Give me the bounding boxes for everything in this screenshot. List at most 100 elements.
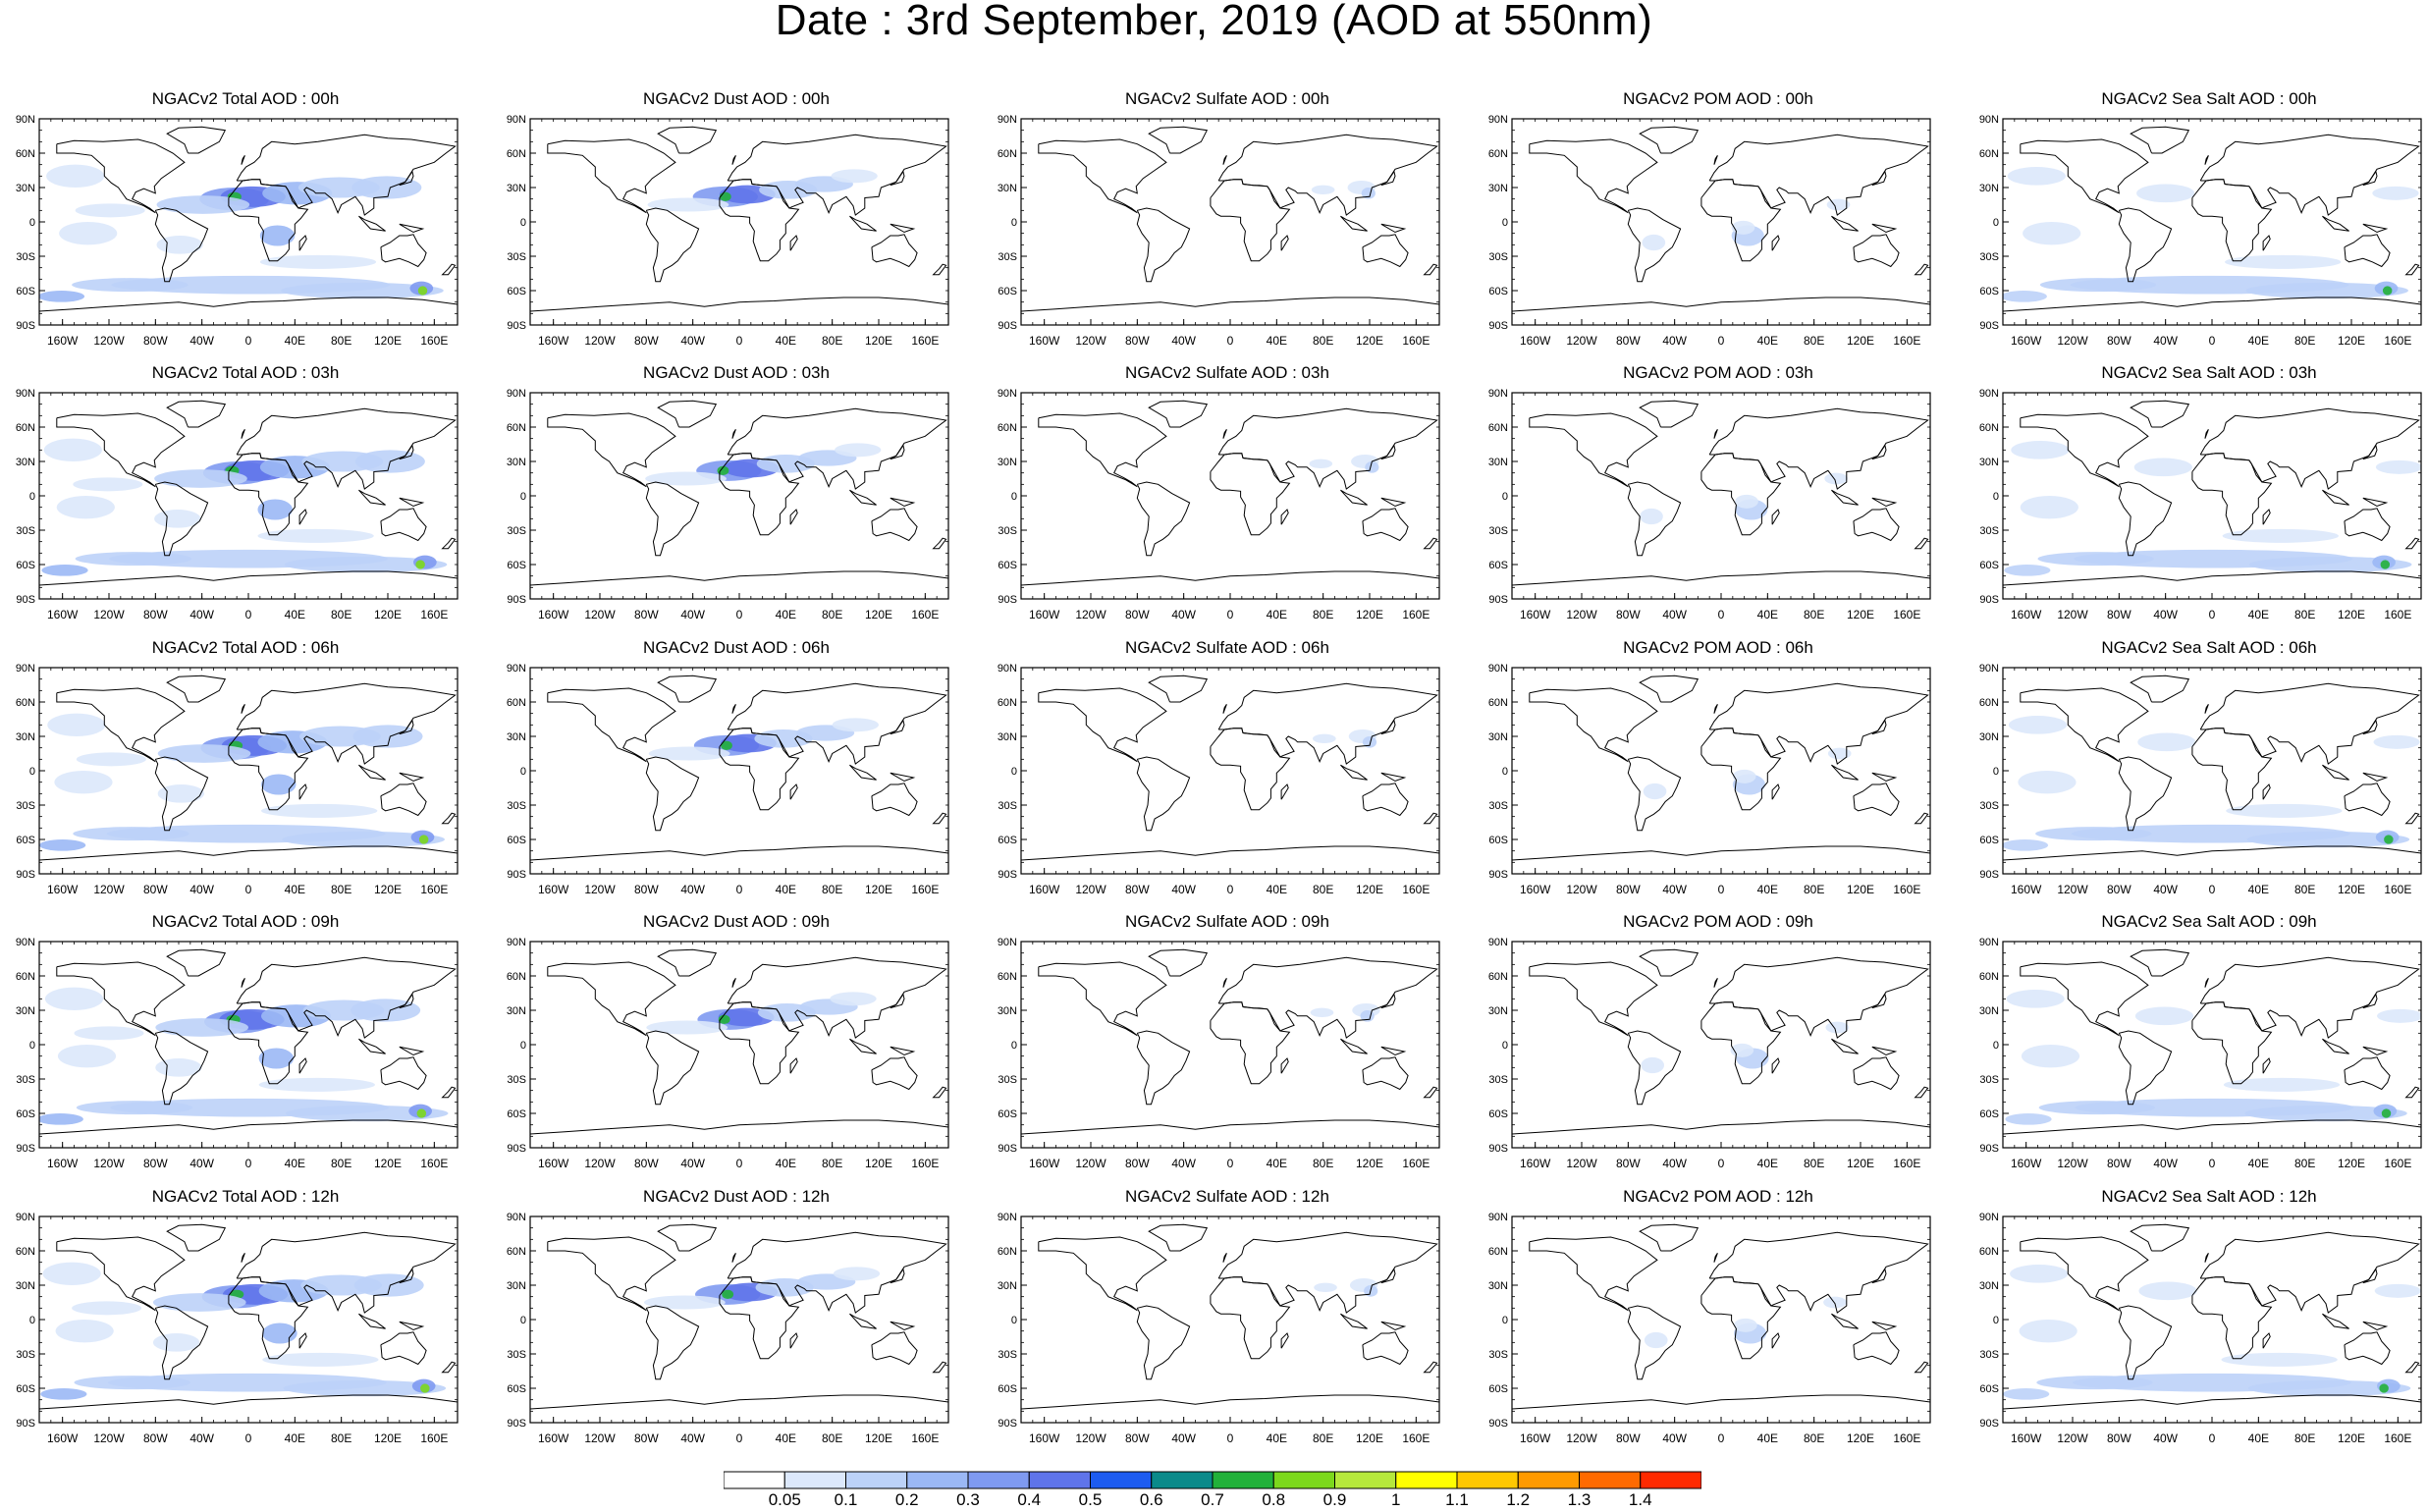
lon-tick-label: 160W (47, 334, 79, 348)
coastline (1831, 215, 1859, 232)
coastline (1529, 687, 1658, 763)
aod-blob (2137, 732, 2196, 752)
aod-blob (420, 1383, 430, 1393)
coastline (1021, 297, 1439, 312)
lon-tick-label: 80E (2294, 1157, 2315, 1170)
lon-tick-label: 40W (189, 334, 214, 348)
coastline (2003, 570, 2421, 586)
aod-blob (2245, 282, 2408, 299)
aod-blob (156, 195, 250, 214)
coastline (1627, 207, 1682, 283)
coastline (890, 719, 905, 735)
lon-tick-label: 40E (1757, 1431, 1778, 1445)
coastline (2020, 412, 2149, 488)
lon-tick-label: 80W (143, 1157, 168, 1170)
lat-tick-label: 60S (998, 835, 1017, 846)
lon-tick-label: 80W (634, 334, 659, 348)
lon-tick-label: 80W (143, 1431, 168, 1445)
lon-tick-label: 120W (2057, 1431, 2088, 1445)
lat-tick-label: 0 (1011, 1315, 1017, 1326)
lat-tick-label: 90S (998, 594, 1017, 606)
aod-blob (2037, 552, 2154, 567)
aod-blob (417, 286, 428, 296)
coastline (530, 570, 948, 586)
lon-tick-label: 120E (1847, 1431, 1874, 1445)
coastline (1914, 537, 1929, 550)
aod-blob (2023, 222, 2081, 245)
coastline (890, 772, 916, 783)
lat-tick-label: 60S (1979, 835, 1999, 846)
aod-field (648, 718, 879, 761)
coastline (441, 263, 457, 276)
coastline (166, 675, 227, 703)
panel-title: NGACv2 Sulfate AOD : 09h (1125, 912, 1329, 931)
aod-blob (44, 987, 104, 1010)
coastline (380, 1331, 427, 1366)
aod-blob (2004, 565, 2051, 576)
coastline (39, 1394, 458, 1410)
coastlines (1512, 126, 1930, 312)
lon-tick-label: 0 (2209, 334, 2216, 348)
lon-tick-label: 0 (1718, 1431, 1725, 1445)
coastline (1853, 783, 1900, 817)
coastline (1380, 1268, 1396, 1284)
aod-blob (832, 718, 879, 732)
coastline (1639, 126, 1700, 154)
lon-tick-label: 80W (634, 1431, 659, 1445)
aod-blob (75, 203, 145, 218)
map-panel: NGACv2 POM AOD : 06h 90N 60N 30N 0 30S 60S 90S 1… (1473, 638, 1934, 897)
lat-tick-label: 60N (1979, 971, 1999, 983)
aod-blob (2374, 1283, 2421, 1298)
aod-blob (1365, 461, 1379, 473)
lat-tick-label: 90S (507, 1418, 526, 1430)
coastline (1639, 948, 1700, 977)
aod-blob (721, 740, 732, 750)
coastline (1362, 1331, 1409, 1366)
coastlines (1021, 675, 1439, 861)
coastline (1280, 235, 1289, 251)
lon-tick-label: 120E (374, 883, 402, 896)
lon-tick-label: 160E (2384, 1431, 2411, 1445)
coastline (2191, 728, 2273, 811)
coastline (441, 1086, 457, 1099)
lat-tick-label: 30S (998, 1074, 1017, 1086)
lon-tick-label: 120W (1075, 883, 1106, 896)
map-plot: 90N 60N 30N 0 30S 60S 90S 160W 120W 80W 40W 0 40E 80E… (507, 937, 949, 1170)
coastline (547, 138, 676, 214)
aod-blob (2011, 441, 2070, 459)
colorbar-label: 1.2 (1506, 1490, 1531, 1509)
colorbar-label: 0.2 (894, 1490, 919, 1509)
lat-tick-label: 60N (507, 697, 526, 709)
lon-tick-label: 160W (1029, 1157, 1060, 1170)
coastline (1529, 1236, 1658, 1312)
coastline (298, 1332, 307, 1349)
coastline (228, 179, 309, 262)
lon-tick-label: 40E (2248, 1157, 2269, 1170)
lat-tick-label: 90N (507, 937, 526, 948)
coastline (789, 1332, 798, 1349)
coastline (1713, 704, 1718, 714)
aod-blob (42, 1262, 101, 1285)
coastline (849, 489, 877, 506)
aod-blob (46, 164, 105, 188)
lat-tick-label: 0 (1993, 217, 1999, 229)
lat-tick-label: 30S (998, 251, 1017, 263)
aod-blob (258, 1048, 295, 1069)
aod-blob (418, 835, 429, 844)
colorbar-label: 0.5 (1078, 1490, 1103, 1509)
map-frame (1020, 667, 1440, 875)
coastline (1853, 508, 1900, 542)
lat-tick-label: 30S (507, 251, 526, 263)
coastline (719, 728, 800, 811)
coastline (1222, 155, 1227, 165)
coastline (871, 1331, 918, 1366)
aod-blob (55, 1320, 114, 1343)
lat-tick-label: 90N (1979, 937, 1999, 948)
aod-blob (1827, 747, 1852, 760)
lon-tick-label: 0 (1227, 1431, 1234, 1445)
coastline (2322, 1313, 2349, 1329)
lon-tick-label: 120W (1566, 334, 1597, 348)
aod-blob (57, 1045, 117, 1068)
coastline (657, 948, 718, 977)
coastline (441, 1361, 457, 1374)
